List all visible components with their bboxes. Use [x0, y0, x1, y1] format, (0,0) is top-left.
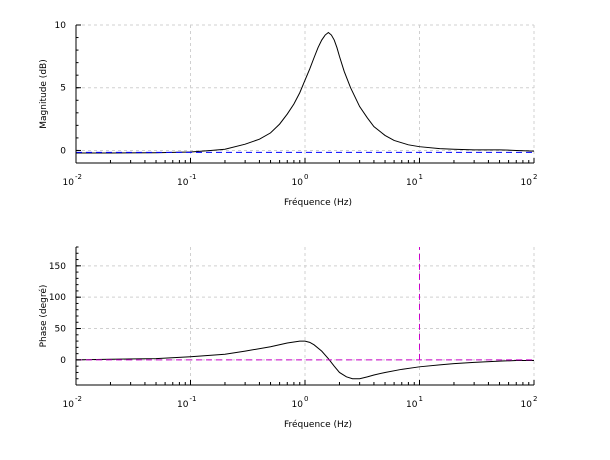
magnitude-ytick-label: 0 — [60, 146, 66, 156]
magnitude-xtick-exponent: -2 — [75, 173, 82, 181]
magnitude-xtick-label: 10 — [521, 178, 533, 188]
magnitude-xtick-label: 10 — [177, 178, 189, 188]
magnitude-xlabel: Fréquence (Hz) — [284, 197, 352, 208]
magnitude-ytick-label: 5 — [60, 84, 66, 94]
phase-xlabel: Fréquence (Hz) — [284, 419, 352, 430]
phase-xtick-exponent: 1 — [419, 395, 423, 403]
magnitude-ytick-label: 10 — [55, 21, 67, 31]
magnitude-series-0 — [76, 31, 535, 154]
phase-ytick-label: 100 — [49, 293, 66, 303]
magnitude-xtick-label: 10 — [406, 178, 418, 188]
phase-xtick-exponent: 2 — [533, 395, 537, 403]
magnitude-ylabel: Magnitude (dB) — [39, 59, 49, 128]
phase-xtick-exponent: -2 — [75, 395, 82, 403]
phase-xtick-label: 10 — [521, 400, 533, 410]
phase-ylabel: Phase (degré) — [38, 285, 49, 348]
phase-xtick-label: 10 — [63, 400, 75, 410]
phase-xtick-exponent: 0 — [304, 395, 308, 403]
magnitude-xtick-exponent: 2 — [533, 173, 537, 181]
phase-xtick-label: 10 — [406, 400, 418, 410]
phase-xtick-label: 10 — [292, 400, 304, 410]
magnitude-xtick-label: 10 — [63, 178, 75, 188]
phase-series-0 — [75, 340, 534, 380]
phase-ytick-label: 0 — [60, 356, 66, 366]
phase-ytick-label: 50 — [55, 325, 67, 335]
phase-xtick-label: 10 — [177, 400, 189, 410]
magnitude-xtick-exponent: -1 — [190, 173, 197, 181]
magnitude-xtick-label: 10 — [292, 178, 304, 188]
magnitude-xtick-exponent: 0 — [304, 173, 308, 181]
phase-xtick-exponent: -1 — [190, 395, 197, 403]
phase-ytick-label: 150 — [49, 262, 66, 272]
magnitude-xtick-exponent: 1 — [419, 173, 423, 181]
